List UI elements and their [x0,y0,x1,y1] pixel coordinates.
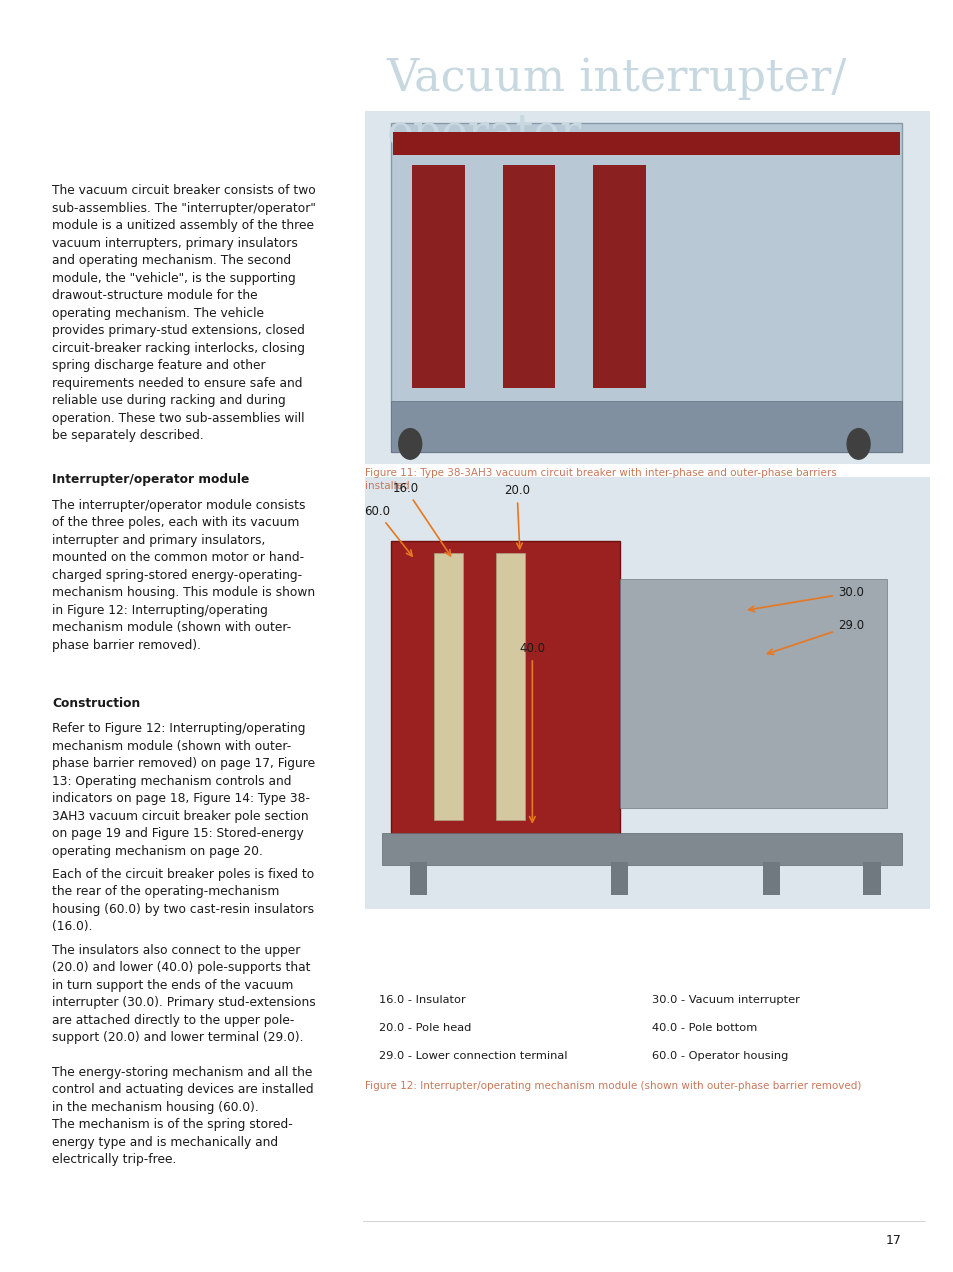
Text: Figure 12: Interrupter/operating mechanism module (shown with outer-phase barrie: Figure 12: Interrupter/operating mechani… [365,1081,861,1091]
Circle shape [398,429,421,459]
Text: 17: 17 [884,1234,901,1247]
Text: 16.0: 16.0 [392,482,450,556]
Text: 30.0: 30.0 [748,586,863,612]
FancyBboxPatch shape [391,123,901,452]
FancyBboxPatch shape [365,477,929,909]
Text: 60.0: 60.0 [363,505,412,556]
Text: 20.0: 20.0 [503,485,530,548]
FancyBboxPatch shape [496,553,524,820]
FancyBboxPatch shape [365,111,929,464]
FancyBboxPatch shape [862,862,880,895]
FancyBboxPatch shape [502,165,555,388]
Text: 30.0 - Vacuum interrupter: 30.0 - Vacuum interrupter [651,995,799,1005]
FancyBboxPatch shape [619,579,886,808]
FancyBboxPatch shape [412,165,464,388]
Text: Vacuum interrupter/: Vacuum interrupter/ [386,57,846,100]
FancyBboxPatch shape [381,833,901,865]
Text: The energy-storing mechanism and all the
control and actuating devices are insta: The energy-storing mechanism and all the… [52,1066,314,1166]
Text: 60.0 - Operator housing: 60.0 - Operator housing [651,1051,787,1061]
Text: operator: operator [386,112,581,155]
FancyBboxPatch shape [593,165,645,388]
Text: Figure 11: Type 38-3AH3 vacuum circuit breaker with inter-phase and outer-phase : Figure 11: Type 38-3AH3 vacuum circuit b… [365,468,836,491]
FancyBboxPatch shape [610,862,627,895]
Text: The interrupter/operator module consists
of the three poles, each with its vacuu: The interrupter/operator module consists… [52,499,315,651]
Text: 40.0 - Pole bottom: 40.0 - Pole bottom [651,1023,756,1033]
FancyBboxPatch shape [762,862,780,895]
Text: Each of the circuit breaker poles is fixed to
the rear of the operating-mechanis: Each of the circuit breaker poles is fix… [52,868,314,932]
FancyBboxPatch shape [393,132,899,155]
Text: 20.0 - Pole head: 20.0 - Pole head [378,1023,471,1033]
Text: 40.0: 40.0 [518,642,545,822]
Text: 29.0 - Lower connection terminal: 29.0 - Lower connection terminal [378,1051,567,1061]
Text: The insulators also connect to the upper
(20.0) and lower (40.0) pole-supports t: The insulators also connect to the upper… [52,944,315,1044]
Text: Construction: Construction [52,697,141,710]
Text: The vacuum circuit breaker consists of two
sub-assemblies. The "interrupter/oper: The vacuum circuit breaker consists of t… [52,184,316,443]
FancyBboxPatch shape [391,541,619,840]
Text: 16.0 - Insulator: 16.0 - Insulator [378,995,465,1005]
FancyBboxPatch shape [410,862,427,895]
FancyBboxPatch shape [434,553,462,820]
Circle shape [846,429,869,459]
FancyBboxPatch shape [391,401,901,452]
Text: Refer to Figure 12: Interrupting/operating
mechanism module (shown with outer-
p: Refer to Figure 12: Interrupting/operati… [52,722,315,859]
Text: 29.0: 29.0 [767,619,863,655]
Text: Interrupter/operator module: Interrupter/operator module [52,473,250,486]
